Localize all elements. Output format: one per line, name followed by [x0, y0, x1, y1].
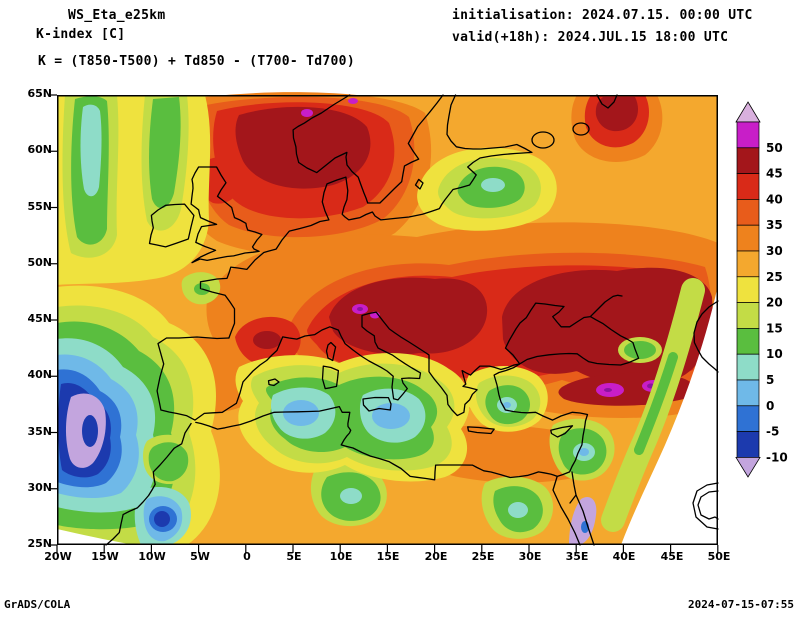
colorbar-label: 0 [766, 399, 774, 413]
colorbar-label: 40 [766, 192, 783, 206]
coastlines [105, 94, 719, 546]
valid-time: valid(+18h): 2024.JUL.15 18:00 UTC [452, 30, 729, 45]
no-data-region [57, 285, 718, 545]
colorbar: 50 45 40 35 30 25 20 15 10 5 0 -5 -10 [735, 100, 795, 489]
colorbar-canvas: 50 45 40 35 30 25 20 15 10 5 0 -5 -10 [735, 101, 788, 478]
lat-label: 35N [27, 425, 52, 438]
colorbar-label: 5 [766, 373, 774, 387]
axis-ticks [49, 94, 719, 553]
lon-label: 0 [243, 550, 251, 563]
colorbar-band [736, 199, 760, 226]
colorbar-band [736, 302, 760, 329]
colorbar-label: 25 [766, 270, 783, 284]
lat-label: 55N [27, 200, 52, 213]
map-canvas [49, 92, 719, 553]
map-frame [57, 95, 718, 545]
colorbar-top-triangle [735, 101, 761, 123]
colorbar-band [736, 276, 760, 303]
lat-label: 25N [27, 537, 52, 550]
lat-label: 30N [27, 481, 52, 494]
credit-text: GrADS/COLA [4, 598, 71, 611]
model-title: WS_Eta_e25km [68, 8, 166, 23]
init-time: initialisation: 2024.07.15. 00:00 UTC [452, 8, 753, 23]
lat-label: 45N [27, 312, 52, 325]
colorbar-label: -5 [766, 425, 779, 439]
lat-label: 65N [27, 87, 52, 100]
colorbar-label: 20 [766, 296, 783, 310]
timestamp-text: 2024-07-15-07:55 [688, 598, 794, 611]
parameter-title: K-index [C] [36, 27, 126, 42]
colorbar-band [736, 431, 760, 458]
colorbar-bottom-triangle [735, 456, 761, 478]
lon-label: 15W [91, 550, 119, 563]
lon-label: 50E [707, 550, 731, 563]
lat-label: 50N [27, 256, 52, 269]
lon-label: 20W [44, 550, 72, 563]
colorbar-label: 35 [766, 218, 783, 232]
lat-label: 40N [27, 368, 52, 381]
map-area [49, 92, 719, 553]
lon-label: 5E [286, 550, 302, 563]
colorbar-band [736, 250, 760, 278]
lon-label: 10E [329, 550, 353, 563]
colorbar-label: 10 [766, 347, 783, 361]
lon-label: 30E [518, 550, 542, 563]
colorbar-label: 45 [766, 167, 783, 181]
colorbar-band [736, 224, 760, 252]
colorbar-label: 15 [766, 321, 783, 335]
colorbar-band [736, 328, 760, 355]
lon-label: 10W [138, 550, 166, 563]
lon-label: 5W [190, 550, 210, 563]
lon-label: 45E [660, 550, 684, 563]
lon-label: 25E [471, 550, 495, 563]
colorbar-band [736, 353, 760, 381]
lon-label: 20E [424, 550, 448, 563]
colorbar-label: 50 [766, 141, 783, 155]
colorbar-band [736, 173, 760, 200]
colorbar-label: 30 [766, 244, 783, 258]
colorbar-band [736, 379, 760, 407]
lon-label: 15E [376, 550, 400, 563]
colorbar-band [736, 121, 760, 149]
kindex-field [57, 92, 718, 545]
formula-text: K = (T850-T500) + Td850 - (T700- Td700) [38, 54, 355, 69]
colorbar-band [736, 147, 760, 174]
lat-label: 60N [27, 143, 52, 156]
colorbar-band [736, 405, 760, 432]
colorbar-label: -10 [766, 450, 788, 464]
lon-label: 40E [612, 550, 636, 563]
lon-label: 35E [565, 550, 589, 563]
